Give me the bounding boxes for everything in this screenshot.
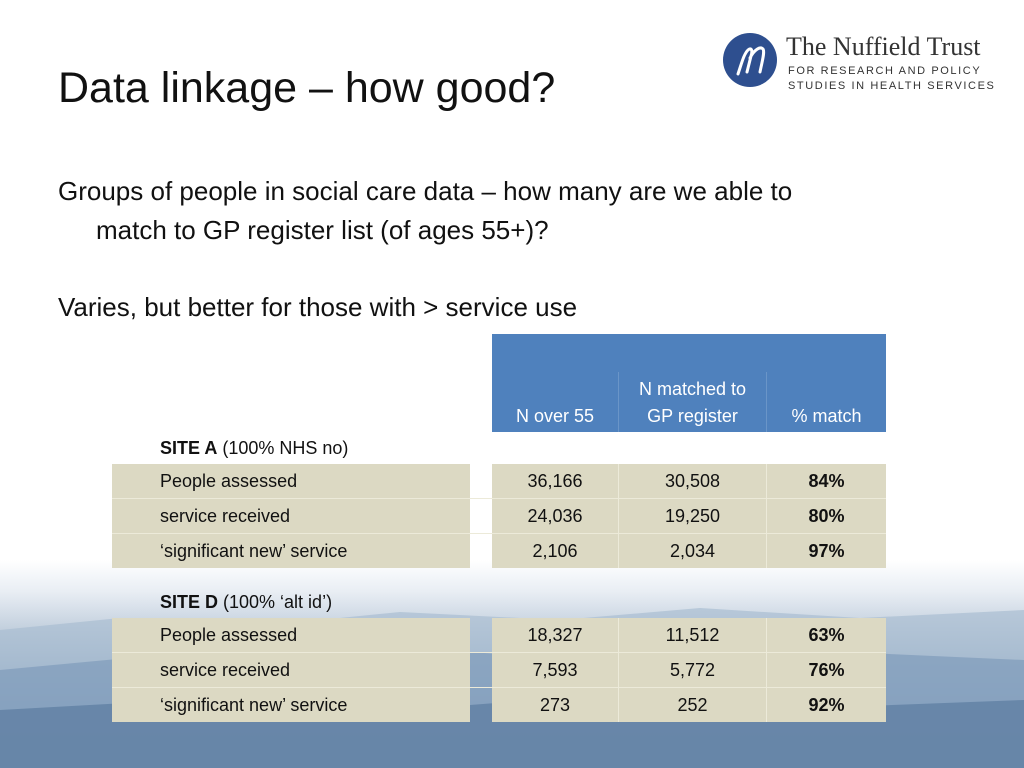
cell-n-matched: 11,512 xyxy=(618,618,767,653)
column-header-pct-match: % match xyxy=(766,372,886,432)
table-header-band xyxy=(112,334,886,372)
table-row: ‘significant new’ service 273 252 92% xyxy=(112,687,886,722)
cell-n-matched: 2,034 xyxy=(618,533,767,568)
cell-n-over-55: 2,106 xyxy=(492,533,619,568)
row-label: service received xyxy=(112,652,470,688)
cell-n-matched: 19,250 xyxy=(618,498,767,534)
summary-paragraph: Varies, but better for those with > serv… xyxy=(58,292,578,322)
cell-pct-match: 97% xyxy=(766,533,886,568)
cell-pct-match: 84% xyxy=(766,464,886,499)
site-a-name: SITE A xyxy=(160,437,218,458)
logo-name: The Nuffield Trust xyxy=(786,32,981,61)
question-line-2: match to GP register list (of ages 55+)? xyxy=(96,215,549,245)
nuffield-n-icon xyxy=(723,33,777,87)
row-label: People assessed xyxy=(112,618,470,653)
site-d-heading: SITE D (100% ‘alt id’) xyxy=(112,586,886,618)
cell-n-over-55: 18,327 xyxy=(492,618,619,653)
column-header-n-matched-line2: GP register xyxy=(647,406,738,426)
row-label: ‘significant new’ service xyxy=(112,533,470,568)
table-header-row: N over 55 N matched to GP register % matc… xyxy=(112,372,886,432)
row-label: People assessed xyxy=(112,464,470,499)
question-line-1: Groups of people in social care data – h… xyxy=(58,176,793,206)
site-heading-row: SITE A (100% NHS no) xyxy=(112,432,886,464)
cell-n-over-55: 273 xyxy=(492,687,619,722)
cell-pct-match: 92% xyxy=(766,687,886,722)
cell-n-matched: 30,508 xyxy=(618,464,767,499)
table-row: service received 24,036 19,250 80% xyxy=(112,498,886,534)
cell-n-over-55: 24,036 xyxy=(492,498,619,534)
column-header-n-over-55: N over 55 xyxy=(492,372,619,432)
site-d-note: (100% ‘alt id’) xyxy=(218,591,333,612)
cell-pct-match: 76% xyxy=(766,652,886,688)
site-heading-row: SITE D (100% ‘alt id’) xyxy=(112,586,886,618)
column-header-n-matched: N matched to GP register xyxy=(618,372,767,432)
table-row: People assessed 36,166 30,508 84% xyxy=(112,464,886,499)
site-a-note: (100% NHS no) xyxy=(217,437,349,458)
cell-n-matched: 5,772 xyxy=(618,652,767,688)
cell-n-matched: 252 xyxy=(618,687,767,722)
table-row: service received 7,593 5,772 76% xyxy=(112,652,886,688)
logo-subtitle-line2: STUDIES IN HEALTH SERVICES xyxy=(788,80,996,92)
row-label: ‘significant new’ service xyxy=(112,687,470,722)
question-paragraph: Groups of people in social care data – h… xyxy=(58,172,978,250)
logo-subtitle-line1: FOR RESEARCH AND POLICY xyxy=(788,65,982,77)
row-label: service received xyxy=(112,498,470,534)
table-row: ‘significant new’ service 2,106 2,034 97… xyxy=(112,533,886,568)
linkage-results-table: N over 55 N matched to GP register % matc… xyxy=(112,334,886,722)
column-header-n-matched-line1: N matched to xyxy=(638,379,747,399)
cell-pct-match: 80% xyxy=(766,498,886,534)
site-d-name: SITE D xyxy=(160,591,219,612)
slide-title: Data linkage – how good? xyxy=(58,64,556,112)
cell-pct-match: 63% xyxy=(766,618,886,653)
cell-n-over-55: 7,593 xyxy=(492,652,619,688)
table-row: People assessed 18,327 11,512 63% xyxy=(112,618,886,653)
nuffield-trust-logo: The Nuffield Trust FOR RESEARCH AND POLI… xyxy=(710,22,1022,114)
cell-n-over-55: 36,166 xyxy=(492,464,619,499)
site-a-heading: SITE A (100% NHS no) xyxy=(112,432,886,464)
